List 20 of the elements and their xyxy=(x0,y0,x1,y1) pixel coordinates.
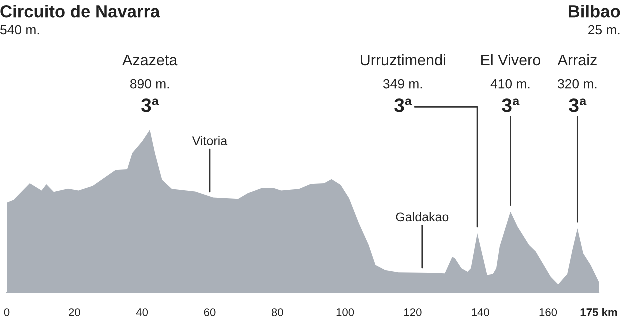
x-tick-label: 20 xyxy=(69,308,80,316)
x-tick-label: 160 xyxy=(540,308,558,316)
annotation: Galdakao xyxy=(396,212,449,222)
x-tick-label: 175 km xyxy=(580,308,618,316)
annotation: Urruztimendi 349 m. 3ª xyxy=(361,54,446,112)
x-tick-label: 40 xyxy=(136,308,148,316)
text: 25 m. xyxy=(588,25,620,35)
x-tick-label: 140 xyxy=(472,308,490,316)
annotation: Azazeta 890 m. 3ª xyxy=(122,54,178,112)
annotation: El Vivero 410 m. 3ª xyxy=(482,54,540,112)
x-tick-label: 100 xyxy=(336,308,354,316)
annotation: Vitoria xyxy=(192,136,228,146)
annotation: Arraiz 320 m. 3ª xyxy=(558,54,597,112)
chart-title: Circuito de Navarra xyxy=(0,4,160,18)
x-tick-label: 120 xyxy=(404,308,422,316)
text: Bilbao xyxy=(568,4,620,18)
x-tick-label: 80 xyxy=(272,308,284,316)
chart-subtitle: 540 m. xyxy=(0,25,40,35)
x-tick-label: 60 xyxy=(204,308,216,316)
x-tick-label: 0 xyxy=(4,308,10,316)
